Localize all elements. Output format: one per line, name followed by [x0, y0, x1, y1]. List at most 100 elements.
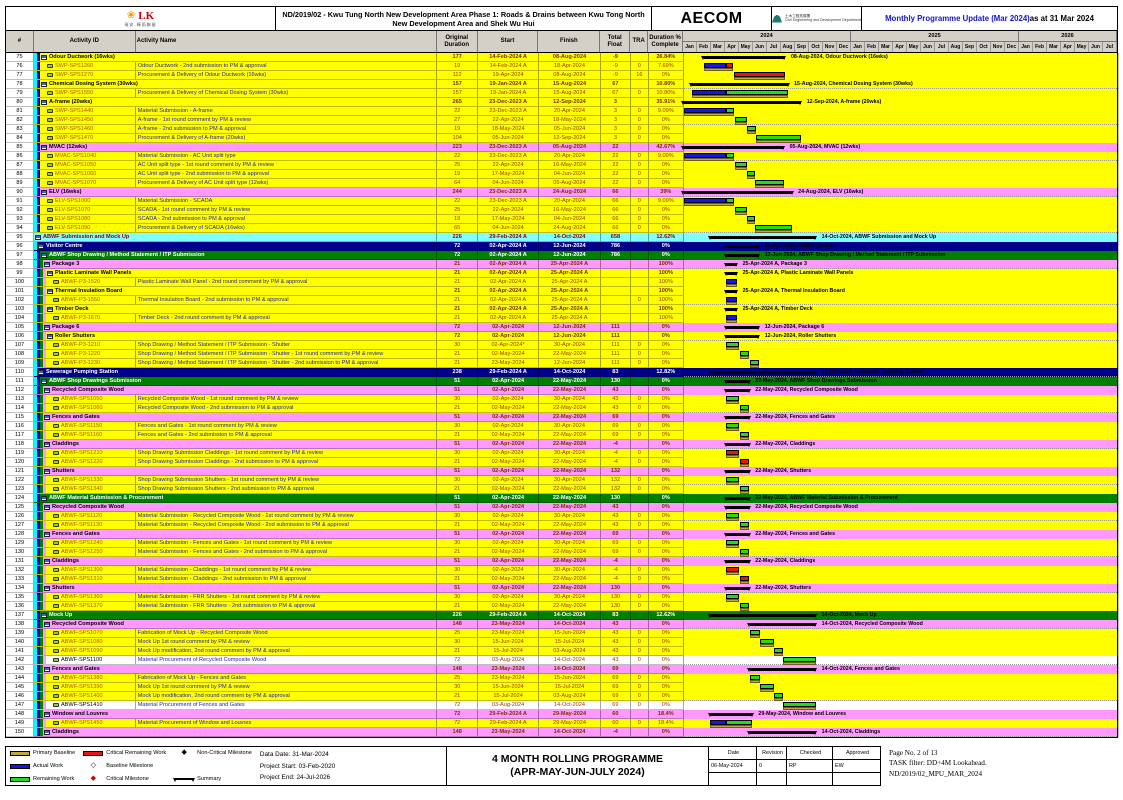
gantt-cell	[683, 341, 1117, 350]
summary-bar-end	[723, 380, 728, 384]
hierarchy-band	[33, 116, 37, 124]
activity-row: 113 ABWF-SPS1050 Recycled Composite Wood -…	[6, 395, 1117, 404]
gantt-cell	[683, 359, 1117, 368]
duration-pct: 0%	[648, 557, 684, 566]
gantt-cell: 22-May-2024, ABWF Material Submission & …	[683, 494, 1117, 503]
tra: 0	[630, 422, 649, 431]
activity-id: ABWF-SPS1380	[60, 675, 103, 681]
activity-id: ABWF-SPS1090	[60, 648, 103, 654]
start-date: 02-Apr-2024	[478, 440, 540, 449]
hierarchy-band	[39, 395, 43, 403]
activity-icon	[46, 91, 53, 95]
finish-date: 22-May-2024	[539, 431, 601, 440]
original-duration: 30	[437, 422, 479, 431]
tra	[630, 368, 649, 377]
summary-bar-end	[746, 470, 751, 474]
tra	[630, 503, 649, 512]
finish-date: 25-Apr-2024 A	[539, 260, 601, 269]
project-dates: Data Date: 31-Mar-2024 Project Start: 03…	[260, 749, 335, 783]
summary-name-cell: Thermal Insulation Board	[33, 287, 438, 296]
timeline-month: Aug	[949, 42, 964, 52]
gantt-remaining-bar	[747, 126, 756, 131]
activity-row: 145 ABWF-SPS1390 Mock Up 1st round comment…	[6, 683, 1117, 692]
activity-icon	[46, 136, 53, 140]
start-date: 02-Apr-2024	[478, 593, 540, 602]
summary-bar-end	[747, 668, 752, 672]
hierarchy-band	[42, 719, 46, 727]
total-float: 111	[600, 332, 631, 341]
finish-date: 29-May-2024	[539, 710, 601, 719]
hierarchy-band	[33, 170, 37, 178]
summary-name-cell: ELV (16wks)	[33, 188, 438, 197]
gantt-critical-bar	[740, 459, 750, 464]
activity-row: 102 ABWF-P3-1550 Thermal Insulation Board …	[6, 296, 1117, 305]
summary-bar-end	[746, 506, 751, 510]
finish-date: 30-Apr-2024	[539, 539, 601, 548]
duration-pct: 0%	[648, 485, 684, 494]
hierarchy-band	[39, 710, 43, 718]
summary-name: Claddings	[51, 441, 79, 447]
activity-row: 147 ABWF-SPS1410 Material Procurement of F…	[6, 701, 1117, 710]
activity-id-cell: ABWF-SPS1360	[33, 593, 136, 602]
summary-bar-end	[707, 371, 712, 375]
summary-bar-end	[756, 245, 761, 249]
summary-name-cell: Recycled Composite Wood	[33, 503, 438, 512]
start-date: 23-May-2024	[478, 620, 540, 629]
gantt-cell	[683, 62, 1117, 71]
activity-name: Material Procurement of Recycled Composi…	[137, 657, 267, 663]
duration-pct: 0%	[648, 539, 684, 548]
hierarchy-band	[33, 197, 37, 205]
col-header-activity-name: Activity Name	[136, 31, 437, 52]
hierarchy-band	[33, 692, 37, 700]
total-float: -4	[600, 575, 631, 584]
activity-id: SWP-SPS1440	[54, 108, 94, 114]
gantt-baseline-bar	[747, 176, 756, 179]
duration-pct: 0%	[648, 647, 684, 656]
hierarchy-band	[36, 440, 40, 448]
activity-name-cell: Shop Drawing / Method Statement / ITP Su…	[135, 350, 438, 359]
activity-name: Mock Up 1st round comment by PM & review	[137, 684, 250, 690]
hierarchy-band	[33, 467, 37, 475]
start-date: 02-Apr-2024	[478, 539, 540, 548]
original-duration: 265	[437, 98, 479, 107]
tra	[630, 611, 649, 620]
row-number: 126	[6, 512, 34, 521]
duration-pct: 9.09%	[648, 152, 684, 161]
activity-id: ABWF-SPS1250	[60, 549, 103, 555]
row-number: 77	[6, 71, 34, 80]
total-float: 130	[600, 602, 631, 611]
finish-date: 30-Apr-2024	[539, 593, 601, 602]
finish-date: 22-May-2024	[539, 386, 601, 395]
tra: 0	[630, 683, 649, 692]
original-duration: 72	[437, 710, 479, 719]
col-header-tra: TRA	[630, 31, 649, 52]
gantt-remaining-bar	[726, 396, 739, 401]
activity-name-cell: Shop Drawing Submission Shutters - 2nd s…	[135, 485, 438, 494]
duration-pct: 0%	[648, 341, 684, 350]
hierarchy-band	[36, 296, 40, 304]
summary-bar-end	[723, 443, 728, 447]
gantt-baseline-bar	[782, 707, 816, 710]
summary-name-cell: Roller Shutters	[33, 332, 438, 341]
finish-date: 04-Jun-2024	[539, 170, 601, 179]
hierarchy-band	[36, 467, 40, 475]
activity-name-cell: Material Procurement of Fences and Gates	[135, 701, 438, 710]
finish-date: 16-May-2024	[539, 161, 601, 170]
original-duration: 72	[437, 242, 479, 251]
summary-row: 137 Mock Up 226 29-Feb-2024 A 14-Oct-2024 83 1…	[6, 611, 1117, 620]
summary-row: 143 Fences and Gates 148 23-May-2024 14-Oct-…	[6, 665, 1117, 674]
original-duration: 22	[437, 197, 479, 206]
hierarchy-band	[39, 665, 43, 673]
duration-pct: 0%	[648, 566, 684, 575]
summary-name-cell: MVAC (12wks)	[33, 143, 438, 152]
activity-id: SWP-SPS1270	[54, 72, 94, 78]
gantt-summary-bar	[726, 335, 759, 338]
summary-bar-end	[746, 380, 751, 384]
gantt-cell	[683, 656, 1117, 665]
activity-id: ABWF-SPS1150	[60, 423, 103, 429]
activity-icon	[52, 424, 59, 428]
activity-name: Shop Drawing / Method Statement / ITP Su…	[137, 342, 291, 348]
hierarchy-band	[33, 107, 37, 115]
hierarchy-band	[33, 179, 37, 187]
original-duration: 21	[437, 458, 479, 467]
